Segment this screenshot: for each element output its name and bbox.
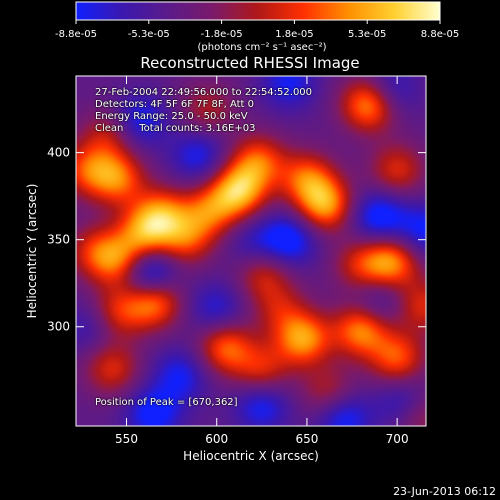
colorbar-tick-label: -1.8e-05 [201,29,243,40]
x-axis-ticks: 550 600 650 700 [115,76,409,446]
colorbar-tick-label: -5.3e-05 [128,29,170,40]
y-tick-label: 300 [47,320,70,334]
annotation-detectors: Detectors: 4F 5F 6F 7F 8F, Att 0 [95,99,255,110]
y-axis-ticks: 300 350 400 [47,146,426,334]
y-tick-label: 400 [47,146,70,160]
footer-date: 23-Jun-2013 06:12 [393,485,496,498]
colorbar-tick-label: 1.8e-05 [275,29,313,40]
x-axis-label: Heliocentric X (arcsec) [183,449,319,463]
annotation-energy-range: Energy Range: 25.0 - 50.0 keV [95,111,248,122]
y-tick-label: 350 [47,233,70,247]
colorbar-tick-label: 5.3e-05 [348,29,386,40]
x-tick-label: 700 [386,432,409,446]
colorbar [75,1,441,21]
heatmap-image [76,76,426,426]
x-tick-label: 550 [115,432,138,446]
colorbar-tick-label: -8.8e-05 [55,29,97,40]
colorbar-unit-label: (photons cm⁻² s⁻¹ asec⁻²) [197,42,326,53]
colorbar-ticks: -8.8e-05 -5.3e-05 -1.8e-05 1.8e-05 5.3e-05 8.… [55,20,459,40]
colorbar-tick-label: 8.8e-05 [421,29,459,40]
y-axis-label: Heliocentric Y (arcsec) [25,184,39,319]
chart-title: Reconstructed RHESSI Image [140,54,359,72]
peak-position-label: Position of Peak = [670,362] [95,397,238,408]
annotation-time-range: 27-Feb-2004 22:49:56.000 to 22:54:52.000 [95,87,313,98]
plot-frame [75,75,427,427]
annotation-total-counts: Clean Total counts: 3.16E+03 [95,123,256,134]
x-tick-label: 600 [205,432,228,446]
x-tick-label: 650 [295,432,318,446]
